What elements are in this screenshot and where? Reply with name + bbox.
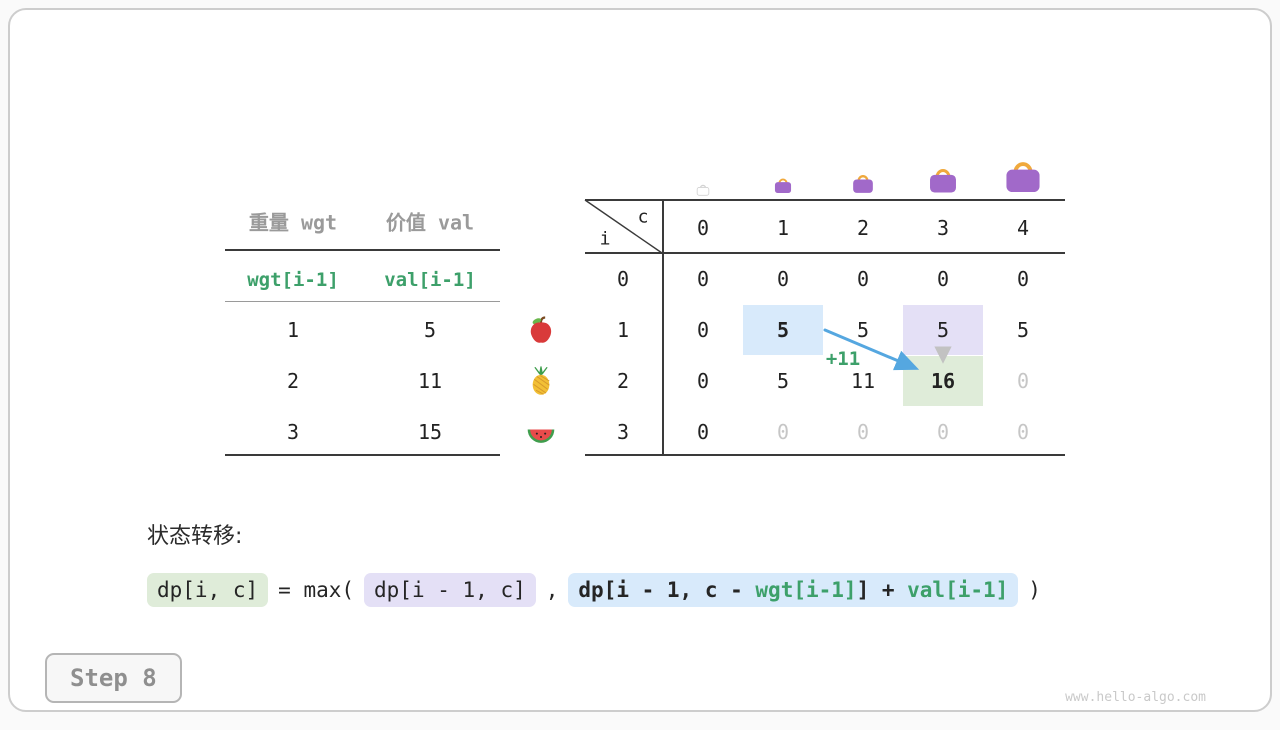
dp-cell-i1-c3: 5: [903, 305, 983, 355]
dp-cell-i0-c1: 0: [776, 267, 790, 291]
items-table-header-weight: 重量 wgt: [248, 210, 338, 235]
formula-take-wgt: wgt[i-1]: [755, 578, 857, 602]
dp-cell-i2-c2: 11: [850, 369, 876, 393]
dp-cell-i3-c1: 0: [776, 420, 790, 444]
bag-icon-capacity-4: [1002, 157, 1044, 194]
step-badge: Step 8: [45, 653, 182, 703]
dp-cell-i3-c4: 0: [1016, 420, 1030, 444]
dp-corner-col-var: c: [637, 206, 649, 228]
dp-corner-diagonal: [584, 199, 663, 254]
dp-row-header: 2: [616, 369, 630, 393]
site-watermark: www.hello-algo.com: [1065, 690, 1206, 705]
watermelon-icon: [526, 417, 556, 447]
items-table-var-val: val[i-1]: [384, 269, 476, 291]
bag-icon-capacity-1: [773, 176, 793, 194]
dp-cell-i0-c3: 0: [936, 267, 950, 291]
dp-row-header: 3: [616, 420, 630, 444]
item-wgt-value: 1: [286, 318, 300, 342]
transition-title: 状态转移:: [147, 524, 243, 549]
item-val-value: 5: [423, 318, 437, 342]
dp-col-header: 1: [776, 216, 790, 240]
dp-table-rule-bottom: [585, 454, 1065, 456]
items-table-header-value: 价值 val: [385, 210, 475, 235]
dp-cell-i1-c0: 0: [696, 318, 710, 342]
dp-cell-i1-c1: 5: [743, 305, 823, 355]
items-table-rule-bottom: [225, 454, 500, 456]
bag-icon-capacity-3: [927, 165, 960, 194]
items-table-var-wgt: wgt[i-1]: [247, 269, 339, 291]
apple-icon: [526, 315, 556, 345]
formula-lhs: dp[i, c]: [147, 573, 269, 607]
dp-cell-i2-c0: 0: [696, 369, 710, 393]
formula-take-mid: ] +: [856, 578, 908, 602]
dp-cell-i0-c4: 0: [1016, 267, 1030, 291]
item-wgt-value: 2: [286, 369, 300, 393]
figure-card: 重量 wgt 价值 val wgt[i-1] val[i-1] 1 5 2 11 3 15…: [8, 8, 1272, 712]
item-wgt-value: 3: [286, 420, 300, 444]
formula-close-paren: ): [1028, 578, 1041, 602]
dp-row-header: 0: [616, 267, 630, 291]
transition-gain-label: +11: [825, 348, 861, 370]
formula-comma: ,: [545, 578, 559, 602]
item-val-value: 11: [417, 369, 443, 393]
items-table-rule-header: [225, 249, 500, 251]
formula-option-take: dp[i - 1, c - wgt[i-1]] + val[i-1]: [568, 573, 1019, 607]
formula-option-skip: dp[i - 1, c]: [364, 573, 536, 607]
dp-table-rule-header: [585, 252, 1065, 254]
dp-corner-row-var: i: [599, 228, 611, 250]
dp-cell-i3-c0: 0: [696, 420, 710, 444]
formula-take-val: val[i-1]: [907, 578, 1009, 602]
dp-cell-i2-c3: 16: [903, 356, 983, 406]
formula-take-prefix: dp[i - 1, c -: [578, 578, 756, 602]
dp-col-header: 4: [1016, 216, 1030, 240]
item-val-value: 15: [417, 420, 443, 444]
formula-eq-max: = max(: [278, 578, 355, 602]
dp-col-header: 0: [696, 216, 710, 240]
pineapple-icon: [526, 366, 556, 396]
dp-cell-i3-c3: 0: [936, 420, 950, 444]
dp-table-rule-vertical: [662, 200, 664, 455]
dp-cell-i2-c4: 0: [1016, 369, 1030, 393]
dp-col-header: 2: [856, 216, 870, 240]
bag-icon-capacity-0: [696, 181, 710, 196]
dp-cell-i3-c2: 0: [856, 420, 870, 444]
items-table-rule-mid: [225, 301, 500, 302]
bag-icon-capacity-2: [851, 172, 876, 194]
dp-cell-i1-c4: 5: [1016, 318, 1030, 342]
dp-col-header: 3: [936, 216, 950, 240]
dp-row-header: 1: [616, 318, 630, 342]
transition-formula: dp[i, c] = max( dp[i - 1, c] , dp[i - 1,…: [147, 573, 1041, 607]
dp-annotations-overlay: [584, 199, 952, 371]
dp-cell-i0-c0: 0: [696, 267, 710, 291]
dp-cell-i0-c2: 0: [856, 267, 870, 291]
dp-table-rule-top: [585, 199, 1065, 201]
dp-cell-i2-c1: 5: [776, 369, 790, 393]
